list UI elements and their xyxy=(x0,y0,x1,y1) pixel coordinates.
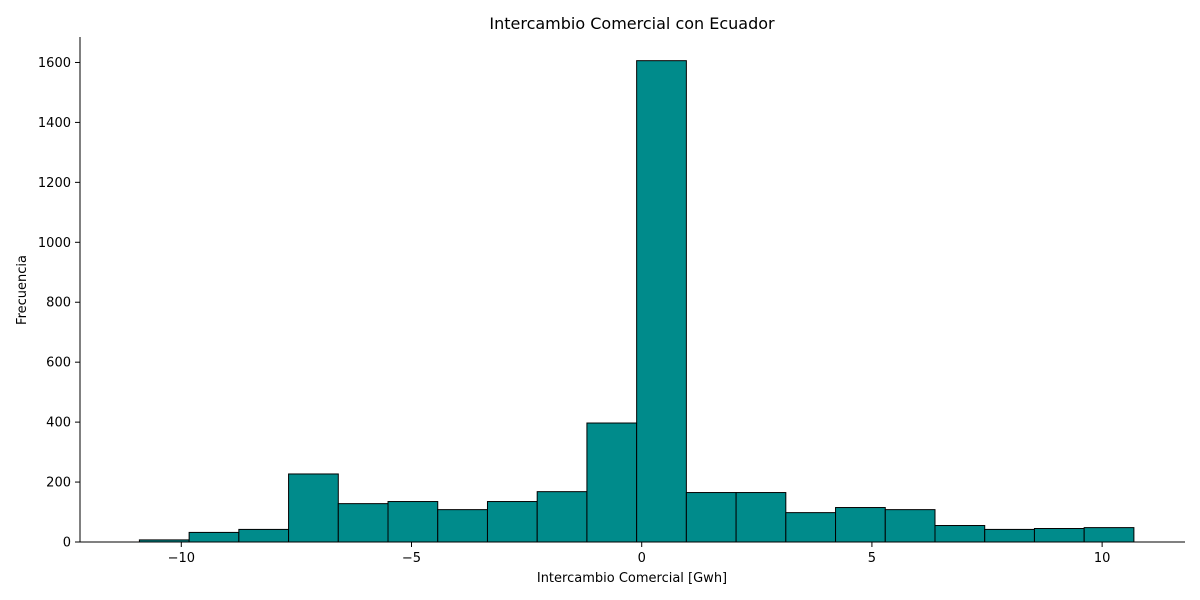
histogram-bar xyxy=(288,473,339,543)
x-axis-label: Intercambio Comercial [Gwh] xyxy=(537,571,727,586)
y-tick-label: 0 xyxy=(63,536,71,551)
histogram-bar xyxy=(238,528,290,543)
histogram-bar xyxy=(934,525,986,543)
histogram-bar xyxy=(486,501,538,543)
histogram-bar xyxy=(1033,528,1085,543)
histogram-bar xyxy=(1083,527,1135,543)
y-axis-ticks: 0 200 400 600 800 1000 1200 1400 1600 xyxy=(38,56,80,551)
y-tick-label: 1400 xyxy=(38,116,71,131)
y-tick-label: 600 xyxy=(46,356,71,371)
histogram-bar xyxy=(586,422,638,543)
histogram-bar xyxy=(188,531,240,543)
x-tick-label: −5 xyxy=(402,551,421,566)
bars-group xyxy=(138,60,1135,543)
histogram-bar xyxy=(835,507,886,543)
x-tick-label: 5 xyxy=(868,551,876,566)
x-tick-label: 0 xyxy=(638,551,646,566)
histogram-bar xyxy=(387,501,439,543)
y-tick-label: 1600 xyxy=(38,56,71,71)
histogram-bar xyxy=(337,503,389,543)
x-tick-label: 10 xyxy=(1094,551,1111,566)
histogram-bar xyxy=(636,60,687,543)
y-tick-label: 1000 xyxy=(38,236,71,251)
histogram-bar xyxy=(785,512,837,543)
histogram-bar xyxy=(984,528,1035,543)
y-axis-label: Frecuencia xyxy=(15,255,30,325)
x-axis-ticks: −10 −5 0 5 10 xyxy=(168,542,1111,566)
y-tick-label: 200 xyxy=(46,476,71,491)
y-tick-label: 800 xyxy=(46,296,71,311)
y-tick-label: 1200 xyxy=(38,176,71,191)
histogram-bar xyxy=(536,491,588,543)
histogram-bar xyxy=(735,492,787,543)
histogram-bar xyxy=(437,509,488,543)
x-tick-label: −10 xyxy=(168,551,195,566)
histogram-bar xyxy=(884,509,936,543)
histogram-bar xyxy=(685,492,737,543)
chart-title: Intercambio Comercial con Ecuador xyxy=(489,14,775,33)
y-tick-label: 400 xyxy=(46,416,71,431)
